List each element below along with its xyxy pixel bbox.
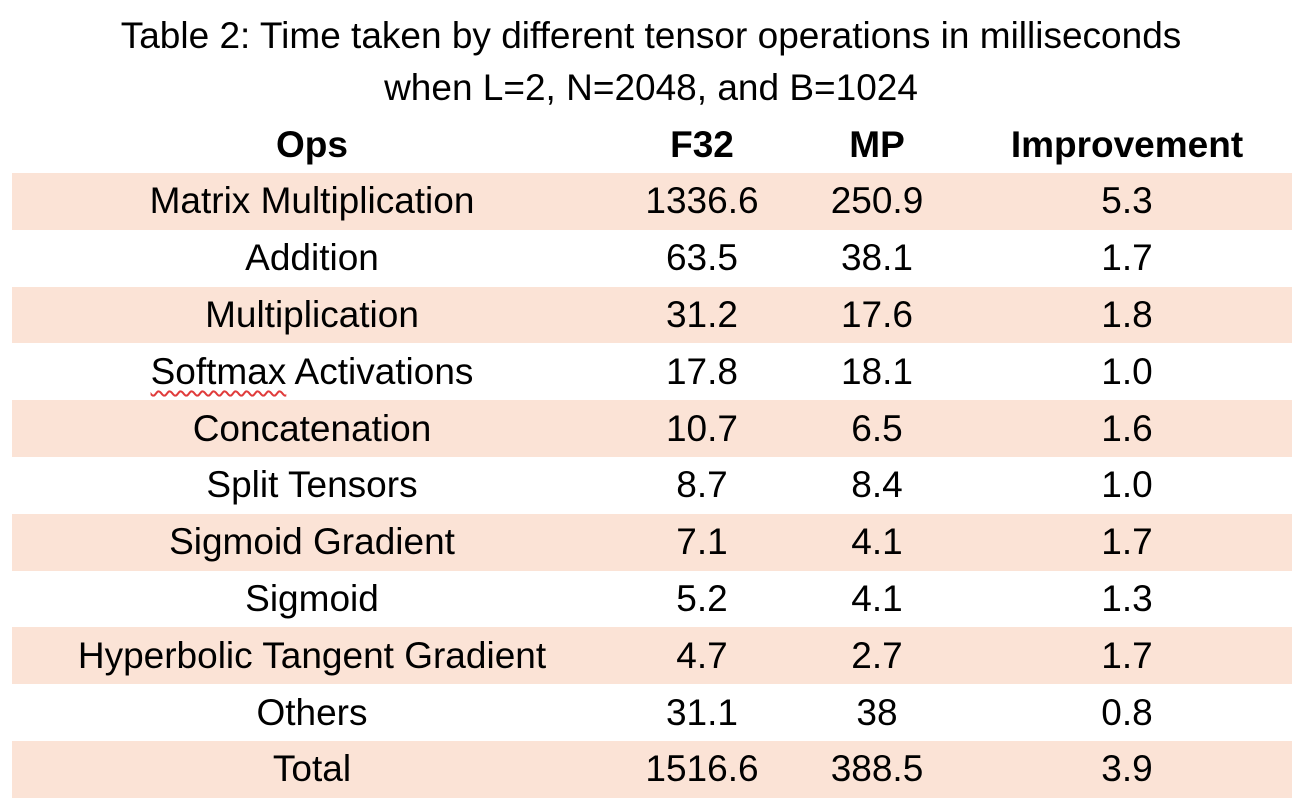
caption-line-2: when L=2, N=2048, and B=1024 bbox=[384, 67, 918, 108]
cell-f32: 1516.6 bbox=[612, 740, 792, 798]
cell-improvement: 1.7 bbox=[962, 229, 1292, 287]
cell-mp: 4.1 bbox=[792, 570, 962, 628]
header-improvement: Improvement bbox=[1010, 123, 1244, 165]
cell-ops: Total bbox=[12, 740, 612, 798]
cell-ops: Split Tensors bbox=[12, 456, 612, 514]
cell-f32: 17.8 bbox=[612, 343, 792, 401]
cell-mp: 6.5 bbox=[792, 400, 962, 457]
table-header-row: Ops F32 MP Improvement bbox=[12, 116, 1292, 173]
cell-f32: 10.7 bbox=[612, 400, 792, 457]
cell-improvement: 1.8 bbox=[962, 286, 1292, 344]
cell-mp: 250.9 bbox=[792, 173, 962, 230]
cell-mp: 4.1 bbox=[792, 513, 962, 571]
header-f32: F32 bbox=[670, 123, 734, 165]
cell-mp: 38 bbox=[792, 684, 962, 741]
cell-f32: 5.2 bbox=[612, 570, 792, 628]
cell-f32: 31.1 bbox=[612, 684, 792, 741]
cell-improvement: 1.0 bbox=[962, 456, 1292, 514]
cell-f32: 1336.6 bbox=[612, 173, 792, 230]
cell-ops: Multiplication bbox=[12, 286, 612, 344]
table-row: Sigmoid 5.2 4.1 1.3 bbox=[12, 570, 1292, 628]
cell-mp: 2.7 bbox=[792, 627, 962, 685]
cell-ops: Sigmoid bbox=[12, 570, 612, 628]
table-row: Others 31.1 38 0.8 bbox=[12, 684, 1292, 741]
cell-ops: Matrix Multiplication bbox=[12, 173, 612, 230]
table-caption: Table 2: Time taken by different tensor … bbox=[0, 10, 1302, 114]
cell-improvement: 1.7 bbox=[962, 513, 1292, 571]
cell-improvement: 1.6 bbox=[962, 400, 1292, 457]
cell-mp: 8.4 bbox=[792, 456, 962, 514]
caption-line-1: Table 2: Time taken by different tensor … bbox=[120, 15, 1182, 56]
table-row: Concatenation 10.7 6.5 1.6 bbox=[12, 400, 1292, 457]
cell-f32: 4.7 bbox=[612, 627, 792, 685]
cell-ops: Others bbox=[12, 684, 612, 741]
table-row: Softmax Activations 17.8 18.1 1.0 bbox=[12, 343, 1292, 401]
cell-f32: 31.2 bbox=[612, 286, 792, 344]
header-mp: MP bbox=[849, 123, 905, 165]
cell-ops: Addition bbox=[12, 229, 612, 287]
header-ops: Ops bbox=[276, 123, 348, 165]
table-row-total: Total 1516.6 388.5 3.9 bbox=[12, 740, 1292, 798]
cell-improvement: 5.3 bbox=[962, 173, 1292, 230]
cell-ops: Concatenation bbox=[12, 400, 612, 457]
cell-f32: 63.5 bbox=[612, 229, 792, 287]
cell-ops: Softmax Activations bbox=[12, 343, 612, 401]
cell-mp: 17.6 bbox=[792, 286, 962, 344]
cell-f32: 8.7 bbox=[612, 456, 792, 514]
cell-f32: 7.1 bbox=[612, 513, 792, 571]
cell-mp: 38.1 bbox=[792, 229, 962, 287]
cell-improvement: 0.8 bbox=[962, 684, 1292, 741]
cell-improvement: 1.7 bbox=[962, 627, 1292, 685]
cell-improvement: 3.9 bbox=[962, 740, 1292, 798]
tensor-ops-table: Ops F32 MP Improvement Matrix Multiplica… bbox=[12, 116, 1292, 798]
table-row: Sigmoid Gradient 7.1 4.1 1.7 bbox=[12, 513, 1292, 571]
table-row: Hyperbolic Tangent Gradient 4.7 2.7 1.7 bbox=[12, 627, 1292, 685]
cell-ops: Hyperbolic Tangent Gradient bbox=[12, 627, 612, 685]
spellcheck-flagged-word: Softmax bbox=[150, 350, 287, 392]
cell-ops: Sigmoid Gradient bbox=[12, 513, 612, 571]
table-row: Multiplication 31.2 17.6 1.8 bbox=[12, 286, 1292, 344]
cell-mp: 18.1 bbox=[792, 343, 962, 401]
cell-improvement: 1.0 bbox=[962, 343, 1292, 401]
cell-mp: 388.5 bbox=[792, 740, 962, 798]
cell-ops-rest: Activations bbox=[286, 350, 474, 392]
table-row: Split Tensors 8.7 8.4 1.0 bbox=[12, 456, 1292, 514]
cell-improvement: 1.3 bbox=[962, 570, 1292, 628]
table-row: Matrix Multiplication 1336.6 250.9 5.3 bbox=[12, 173, 1292, 230]
table-row: Addition 63.5 38.1 1.7 bbox=[12, 229, 1292, 287]
